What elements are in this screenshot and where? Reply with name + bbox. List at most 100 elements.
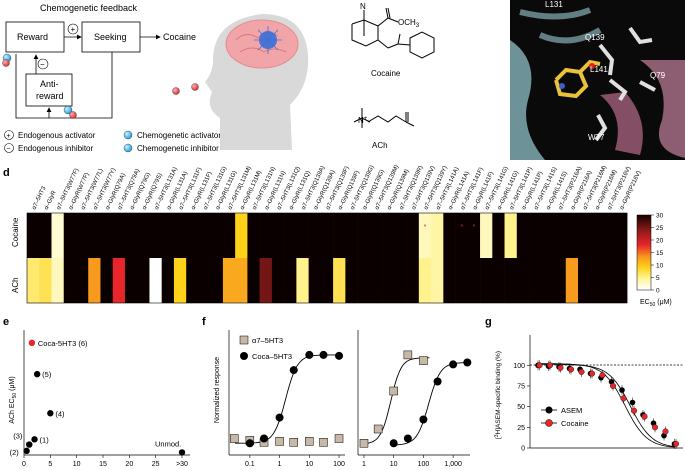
legend-label-asem: ASEM — [561, 406, 582, 415]
heatmap-cell-r1-c22 — [296, 258, 309, 303]
heatmap-cell-r1-c39 — [504, 258, 518, 303]
legend-label-coca-5ht3: Coca–5HT3 — [252, 352, 292, 361]
heatmap-cell-r0-c11 — [161, 213, 175, 258]
seeking-label: Seeking — [94, 32, 127, 42]
heatmap-cell-r0-c17 — [235, 213, 248, 258]
colorbar-tick-label: 30 — [656, 213, 664, 220]
heatmap-cell-r1-c46 — [590, 258, 603, 303]
data-point-a7-5ht3 — [275, 437, 284, 446]
binding-point-cocaine — [589, 370, 596, 377]
binding-point-cocaine — [631, 407, 638, 414]
data-point-a7-5ht3 — [319, 438, 328, 447]
heatmap-cell-r1-c8 — [124, 258, 138, 303]
colorbar-gradient — [636, 214, 652, 291]
data-point-coca-5ht3 — [305, 350, 314, 359]
heatmap-cell-r0-c22 — [296, 213, 309, 258]
plus-sign: + — [71, 25, 76, 34]
data-point-a7-5ht3 — [389, 386, 398, 396]
heatmap-cell-r0-c5 — [88, 213, 101, 258]
heatmap-cell-r0-c19 — [259, 213, 273, 258]
heatmap-cell-r1-c11 — [161, 258, 175, 303]
binding-point-cocaine — [599, 372, 606, 379]
panel-e-xtick-label: 5 — [48, 461, 52, 468]
colorbar-tick-label: 20 — [656, 238, 664, 245]
panel-g-series — [535, 360, 680, 449]
cocaine-structure-label: Cocaine — [371, 69, 401, 78]
residue-label-w77: W77 — [588, 133, 605, 142]
endo-ball-1 — [2, 59, 10, 67]
heatmap-cell-r0-c12 — [173, 213, 187, 258]
diagram-title: Chemogenetic feedback — [40, 3, 138, 13]
heatmap-star: * — [460, 224, 463, 231]
binding-point-cocaine — [662, 428, 669, 435]
cocaine-ligand — [554, 59, 601, 99]
scatter-point-label: (5) — [42, 370, 52, 379]
protein-background — [510, 0, 685, 160]
heatmap-cell-r1-c4 — [75, 258, 89, 303]
heatmap-cell-r1-c27 — [357, 258, 371, 303]
ach-structure-label: ACh — [372, 141, 388, 150]
heatmap-cell-r1-c5 — [88, 258, 101, 303]
heatmap-cell-r1-c32 — [418, 258, 432, 303]
heatmap-cell-r0-c3 — [63, 213, 77, 258]
panel-f-legend: α7–5HT3 Coca–5HT3 — [239, 335, 292, 361]
heatmap-cell-r0-c46 — [590, 213, 603, 258]
panel-g-axes — [529, 335, 683, 449]
data-point-coca-5ht3 — [335, 351, 344, 360]
heatmap-cell-r1-c21 — [284, 258, 297, 303]
heatmap-frame — [26, 212, 628, 304]
binding-point-cocaine — [673, 440, 680, 447]
heatmap-cell-r0-c38 — [492, 213, 505, 258]
panel-g-ytick-label: 100 — [513, 363, 525, 370]
panel-f-axes-right — [357, 330, 470, 456]
panel-e-xtick-label: 15 — [99, 461, 107, 468]
heatmap-cell-r1-c1 — [39, 258, 52, 303]
anti-reward-label-1: Anti- — [40, 79, 59, 89]
heatmap-cell-r0-c20 — [271, 213, 285, 258]
reward-label: Reward — [17, 32, 48, 42]
heatmap-cell-r0-c31 — [406, 213, 420, 258]
protein-structure-panel: L131 Q139 L141 Q79 W77 — [510, 0, 685, 160]
svg-text:−: − — [7, 146, 11, 153]
panel-f-xtick-label: 10 — [390, 461, 398, 468]
scatter-point-label: Coca-5HT3 (6) — [38, 339, 88, 348]
heatmap-cell-r0-c48 — [614, 213, 628, 258]
heatmap-cell-r0-c44 — [565, 213, 579, 258]
panel-g-ytick-label: 25 — [517, 425, 525, 432]
anti-reward-box — [25, 73, 73, 107]
data-point-coca-5ht3 — [389, 439, 398, 448]
binding-point-cocaine — [568, 366, 575, 373]
colorbar-label: EC50 (μM) — [640, 299, 672, 308]
heatmap-cell-r1-c29 — [382, 258, 395, 303]
legend-circle-coca — [240, 352, 248, 360]
dose-response-curve — [390, 362, 467, 446]
protein-helix-blue — [510, 40, 545, 160]
cocaine-output-label: Cocaine — [163, 32, 196, 42]
legend-label-a7-5ht3: α7–5HT3 — [252, 336, 283, 345]
heatmap-cell-r1-c3 — [63, 258, 77, 303]
heatmap-cell-r0-c9 — [137, 213, 150, 258]
colorbar-tick-label: 25 — [656, 225, 664, 232]
scatter-point — [31, 436, 38, 443]
legend-endo-activator: Endogenous activator — [18, 131, 96, 140]
binding-point-cocaine — [641, 413, 648, 420]
scatter-point — [33, 370, 41, 378]
scatter-point-label: (3) — [13, 432, 23, 441]
legend-blue-ball-1 — [123, 130, 133, 140]
panel-g-yticks: 100 75 50 25 0 — [513, 363, 530, 453]
protein-loops — [519, 7, 602, 44]
legend-label-cocaine: Cocaine — [561, 419, 589, 428]
panel-g-ylabel: [3H]ASEM-specific binding (%) — [494, 351, 502, 439]
panel-e-xtick-label: 0 — [22, 461, 26, 468]
minus-sign: − — [40, 60, 45, 69]
colorbar: 30 25 20 15 10 5 0 EC50 (μM) — [636, 213, 672, 308]
minus-circle — [37, 58, 49, 70]
heatmap-cell-r0-c26 — [345, 213, 358, 258]
heatmap-cell-r1-c12 — [173, 258, 187, 303]
heatmap-cell-r1-c16 — [222, 258, 236, 303]
heatmap-star: * — [424, 224, 427, 231]
heatmap-cell-r0-c16 — [222, 213, 236, 258]
heatmap-cell-r1-c47 — [602, 258, 616, 303]
binding-point-asem — [629, 399, 636, 406]
heatmap-cell-r0-c0 — [27, 213, 40, 258]
